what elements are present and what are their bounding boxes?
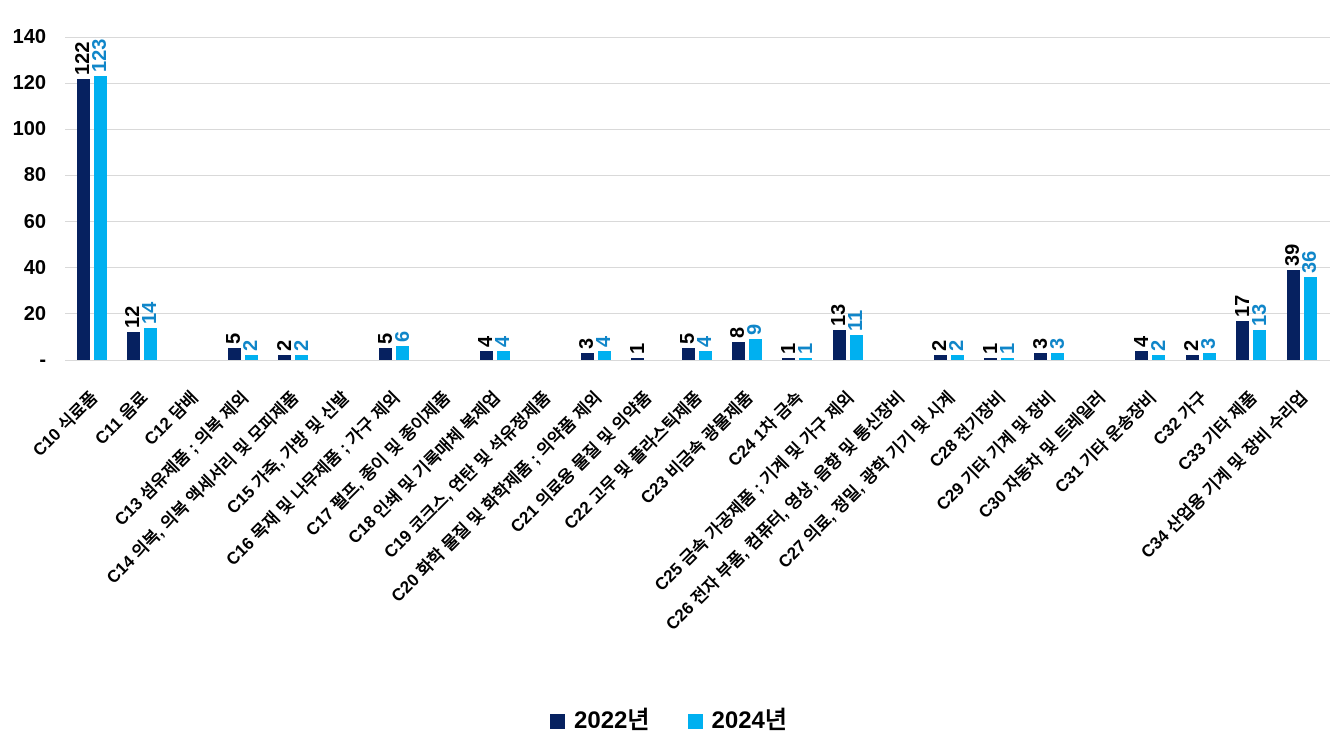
bar-series-2022[interactable] [832,330,846,360]
bar-series-2022[interactable] [1236,320,1250,360]
bar-value-label: 1 [626,342,649,354]
legend-label: 2024년 [711,707,787,734]
bar-value-label: 2 [1147,340,1170,352]
legend-item[interactable]: 2024년 [687,706,787,736]
bar-value-label: 36 [1299,250,1322,273]
bar-value-label: 2 [946,340,969,352]
gridline [65,221,1330,223]
y-axis-tick-label: 80 [23,164,46,187]
bar-value-label: 1 [794,342,817,354]
bar-value-label: 3 [1198,337,1221,350]
bar-series-2022[interactable] [731,341,745,360]
bar-series-2022[interactable] [933,355,947,360]
y-axis-tick-label: 120 [12,72,46,95]
bar-series-2024[interactable] [748,339,762,360]
y-axis-tick-label: 40 [23,256,46,279]
bar-value-label: 123 [89,38,111,73]
bar-series-2024[interactable] [1202,353,1216,360]
bar-value-label: 6 [391,331,414,343]
bar-value-label: 4 [593,335,616,347]
bar-series-2022[interactable] [631,357,645,360]
bar-series-2022[interactable] [278,355,292,360]
bar-value-label: 4 [492,335,515,347]
bar-series-2022[interactable] [76,78,90,360]
bar-series-2022[interactable] [1034,353,1048,360]
category-label: C26 전자 부품, 컴퓨터, 영상, 음향 및 통신장비 [661,388,908,634]
bar-series-2022[interactable] [1185,355,1199,360]
gridline [65,36,1330,38]
legend-label: 2022년 [574,707,650,734]
gridline [65,359,1330,361]
bar-value-label: 14 [139,301,162,324]
y-axis-tick-label: - [39,349,46,371]
bar-series-2024[interactable] [950,355,964,360]
y-axis-tick-label: 100 [12,118,46,141]
bar-series-2022[interactable] [1286,270,1300,360]
legend-swatch [687,713,703,729]
bar-series-2024[interactable] [1152,355,1166,360]
bar-series-2024[interactable] [849,334,863,360]
bar-value-label: 11 [845,309,868,331]
bar-series-2024[interactable] [244,355,258,360]
bar-series-2022[interactable] [984,357,998,360]
bar-series-2024[interactable] [597,350,611,360]
bar-series-2024[interactable] [496,350,510,360]
category-label: C10 식료품 [28,388,101,461]
category-label: C11 음료 [91,388,152,449]
gridline [65,267,1330,269]
y-axis-tick-label: 140 [12,26,46,48]
bar-series-2022[interactable] [580,353,594,360]
legend-swatch [550,713,566,729]
legend: 2022년 2024년 [0,706,1337,736]
bar-series-2024[interactable] [143,327,157,360]
bar-value-label: 2 [240,340,263,352]
bar-series-2022[interactable] [681,348,695,360]
bar-series-2022[interactable] [379,348,393,360]
bar-series-2022[interactable] [1135,350,1149,360]
bar-series-2024[interactable] [1001,357,1015,360]
bar-series-2022[interactable] [126,332,140,360]
bar-series-2024[interactable] [799,357,813,360]
bar-series-2022[interactable] [479,350,493,360]
gridline [65,313,1330,315]
bar-series-2024[interactable] [698,350,712,360]
y-axis-tick-label: 20 [23,302,46,325]
bar-series-2022[interactable] [782,357,796,360]
bar-value-label: 3 [1046,337,1069,350]
bar-series-2024[interactable] [93,76,107,360]
gridline [65,82,1330,84]
bar-value-label: 1 [996,342,1019,354]
y-axis-tick-label: 60 [23,210,46,233]
bar-value-label: 9 [744,324,767,336]
bar-series-2024[interactable] [295,355,309,360]
legend-item[interactable]: 2022년 [550,706,650,736]
bar-series-2024[interactable] [1051,353,1065,360]
gridline [65,128,1330,130]
gridline [65,174,1330,176]
bar-value-label: 13 [1248,303,1271,326]
bar-value-label: 2 [290,340,313,352]
bar-series-2024[interactable] [1253,330,1267,360]
bar-series-2024[interactable] [1303,276,1317,360]
bar-series-2022[interactable] [227,348,241,360]
bar-value-label: 4 [694,335,717,347]
bar-series-2024[interactable] [396,346,410,360]
